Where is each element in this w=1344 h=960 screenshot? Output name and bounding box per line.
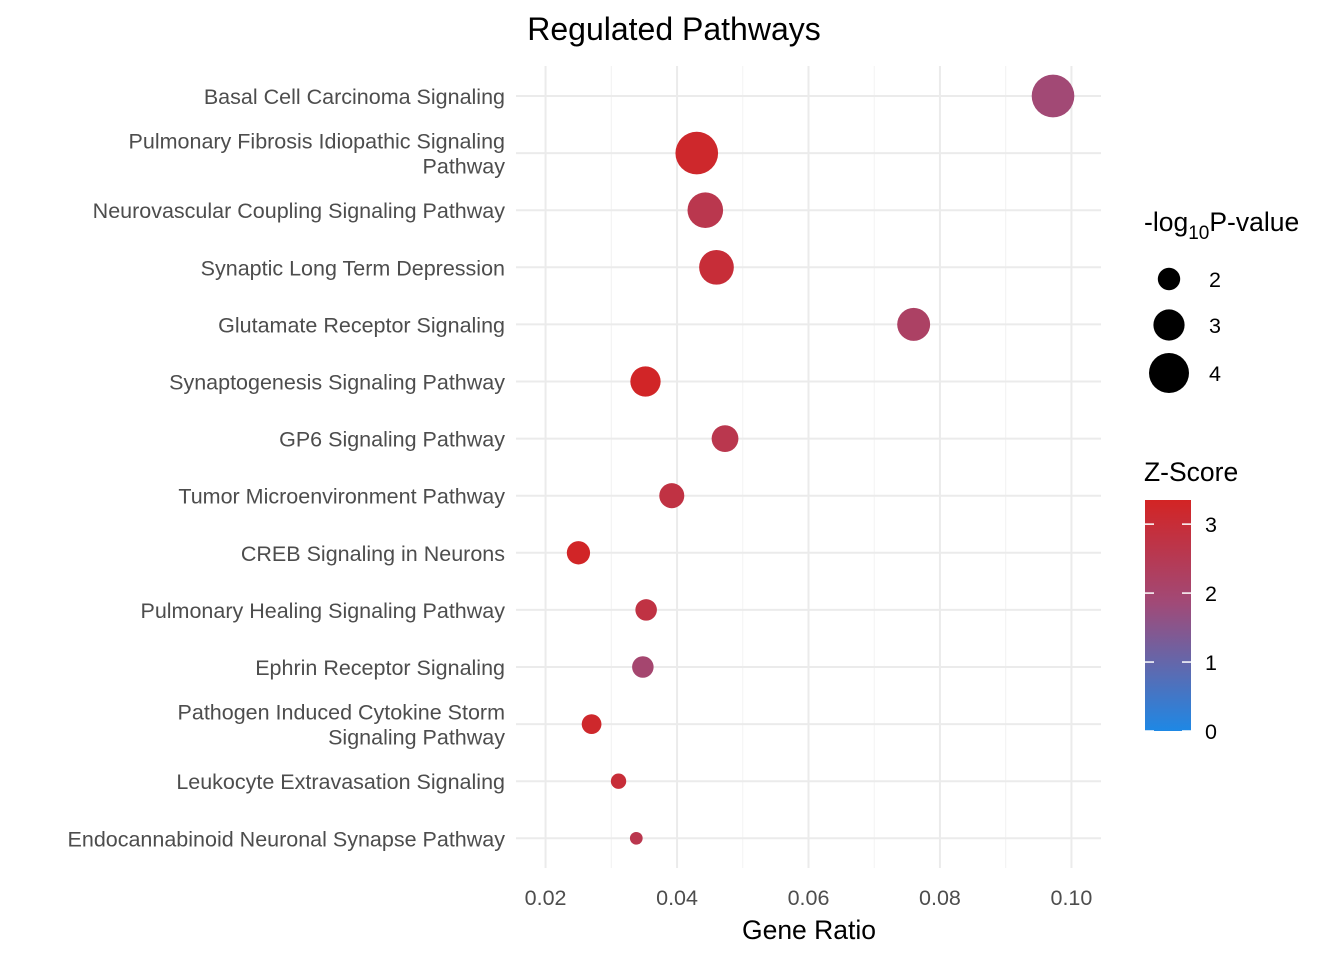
data-point xyxy=(897,307,931,341)
category-axis-labels: Basal Cell Carcinoma Signaling Pulmonary … xyxy=(68,85,506,851)
data-point xyxy=(1031,74,1075,118)
data-point xyxy=(687,192,724,228)
y-axis-category-label: Leukocyte Extravasation Signaling xyxy=(176,770,505,794)
data-point xyxy=(699,249,734,285)
data-point xyxy=(566,541,591,565)
data-point xyxy=(630,366,661,397)
x-axis-tick-label: 0.04 xyxy=(656,886,698,910)
x-axis-tick-label: 0.06 xyxy=(788,886,830,910)
y-axis-category-label: Basal Cell Carcinoma Signaling xyxy=(204,85,505,109)
plot-grid xyxy=(516,66,1101,868)
y-axis-category-label: Pulmonary Healing Signaling Pathway xyxy=(140,599,505,623)
y-axis-category-label: Glutamate Receptor Signaling xyxy=(218,313,505,337)
color-legend-tick-label: 3 xyxy=(1205,513,1217,537)
x-axis-title: Gene Ratio xyxy=(742,915,876,945)
x-axis-tick-label: 0.08 xyxy=(919,886,961,910)
size-legend-swatch xyxy=(1153,309,1185,341)
color-legend-gradient-bar xyxy=(1145,500,1191,731)
x-axis-tick-label: 0.10 xyxy=(1050,886,1092,910)
color-legend: Z-Score 0 1 2 3 xyxy=(1144,457,1238,744)
size-legend-label: 4 xyxy=(1209,362,1221,386)
size-legend-swatch xyxy=(1149,353,1189,393)
size-legend-label: 2 xyxy=(1209,268,1221,292)
y-axis-category-label: Ephrin Receptor Signaling xyxy=(255,656,505,680)
size-legend-label: 3 xyxy=(1209,314,1221,338)
size-legend-title-suffix: P-value xyxy=(1209,207,1299,237)
y-axis-category-label: Tumor Microenvironment Pathway xyxy=(178,485,505,509)
color-legend-tick-label: 1 xyxy=(1205,651,1217,675)
y-axis-category-label: Neurovascular Coupling Signaling Pathway xyxy=(93,199,506,223)
data-point xyxy=(581,714,602,734)
data-points xyxy=(566,74,1075,845)
size-legend: -log10P-value 2 3 4 xyxy=(1144,207,1299,393)
color-legend-tick-label: 0 xyxy=(1205,720,1217,744)
size-legend-swatch xyxy=(1157,267,1181,291)
size-legend-title-prefix: -log xyxy=(1144,207,1188,237)
data-point xyxy=(711,425,739,452)
size-legend-title: -log10P-value xyxy=(1144,207,1299,244)
y-axis-category-label: Endocannabinoid Neuronal Synapse Pathway xyxy=(68,827,506,851)
data-point xyxy=(635,599,657,621)
y-axis-category-label: Synaptogenesis Signaling Pathway xyxy=(169,371,505,395)
size-legend-title-subscript: 10 xyxy=(1188,223,1209,244)
y-axis-category-label: Pathogen Induced Cytokine Storm Signaling… xyxy=(178,701,506,750)
color-legend-ticks: 0 1 2 3 xyxy=(1145,513,1217,744)
color-legend-title: Z-Score xyxy=(1144,457,1238,487)
data-point xyxy=(610,773,627,789)
size-legend-entries: 2 3 4 xyxy=(1149,267,1221,393)
color-legend-tick-label: 2 xyxy=(1205,582,1217,606)
data-point xyxy=(675,131,719,175)
chart-title: Regulated Pathways xyxy=(527,11,821,47)
y-axis-category-label: GP6 Signaling Pathway xyxy=(279,428,505,452)
x-axis-tick-label: 0.02 xyxy=(525,886,567,910)
data-point xyxy=(659,483,685,509)
y-axis-category-label: Synaptic Long Term Depression xyxy=(201,256,505,280)
y-axis-category-label: Pulmonary Fibrosis Idiopathic Signaling P… xyxy=(129,130,506,179)
data-point xyxy=(632,656,654,678)
data-point xyxy=(629,831,643,845)
x-axis-tick-labels: 0.02 0.04 0.06 0.08 0.10 xyxy=(525,886,1093,910)
y-axis-category-label: CREB Signaling in Neurons xyxy=(241,542,505,566)
